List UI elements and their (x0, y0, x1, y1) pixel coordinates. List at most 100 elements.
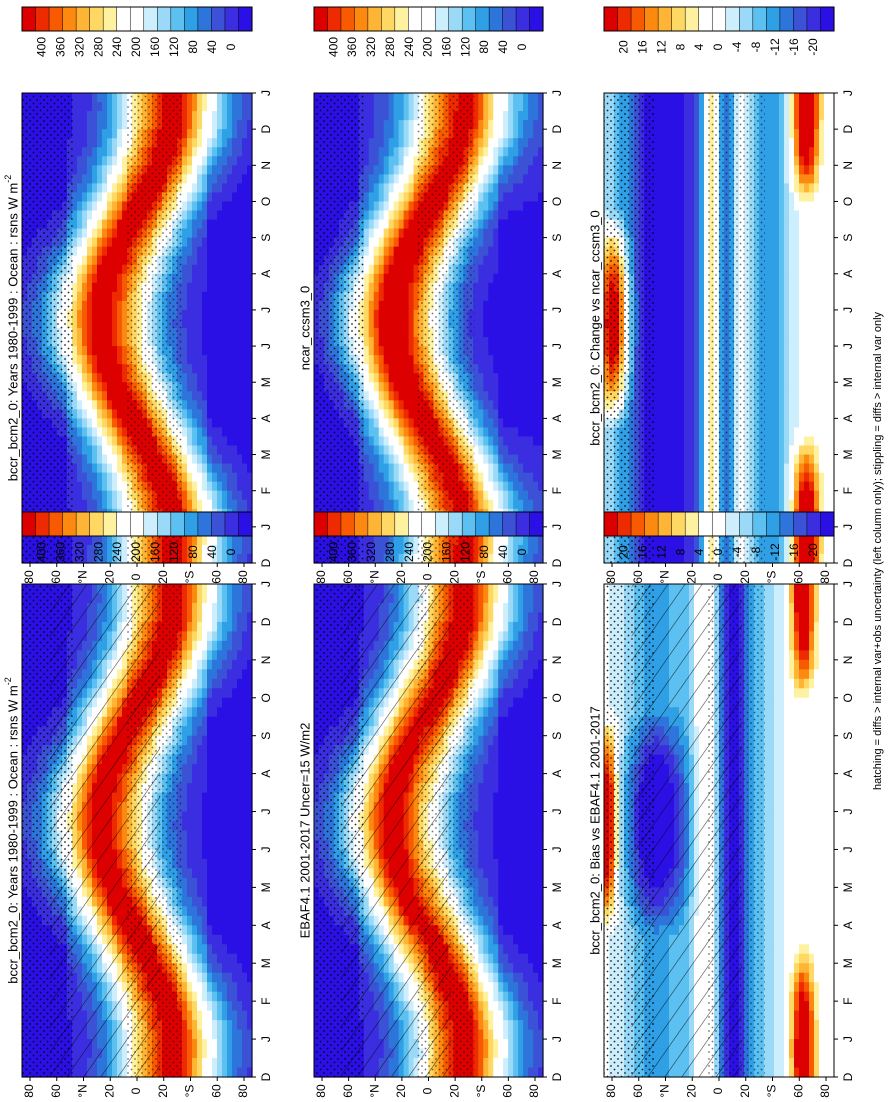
heatmap-cell (232, 1058, 238, 1069)
heatmap-cell (513, 944, 519, 955)
heatmap-cell (513, 584, 519, 595)
heatmap-cell (493, 887, 499, 898)
heatmap-cell (182, 735, 188, 746)
heatmap-cell (232, 697, 238, 708)
heatmap-cell (498, 650, 504, 661)
heatmap-cell (242, 963, 248, 974)
heatmap-cell (518, 669, 524, 680)
heatmap-cell (202, 707, 208, 718)
heatmap-cell (217, 953, 223, 964)
heatmap-cell (182, 963, 188, 974)
heatmap-cell (187, 1039, 193, 1050)
heatmap-cell (503, 688, 509, 699)
heatmap-cell (217, 887, 223, 898)
heatmap-cell (182, 953, 188, 964)
heatmap-cell (533, 1048, 539, 1059)
heatmap-cell (182, 621, 188, 632)
heatmap-cell (473, 792, 479, 803)
heatmap-cell (478, 887, 484, 898)
heatmap-cell (202, 839, 208, 851)
heatmap-cell (212, 584, 218, 595)
heatmap-cell (237, 716, 243, 727)
heatmap-cell (197, 602, 203, 614)
heatmap-cell (503, 735, 509, 746)
heatmap-cell (533, 963, 539, 974)
heatmap-cell (528, 858, 534, 870)
heatmap-cell (538, 953, 544, 964)
heatmap-cell (533, 602, 539, 614)
month-tick-label: J (259, 581, 273, 587)
heatmap-cell (202, 697, 208, 708)
heatmap-cell (518, 887, 524, 898)
heatmap-cell (217, 934, 223, 945)
heatmap-cell (513, 593, 519, 604)
heatmap-cell (212, 868, 218, 879)
heatmap-cell (242, 944, 248, 955)
heatmap-cell (503, 830, 509, 841)
month-tick-label: J (550, 581, 564, 587)
heatmap-cell (247, 773, 253, 784)
month-tick-label: D (259, 1072, 273, 1081)
heatmap-cell (478, 839, 484, 851)
heatmap-cell (237, 982, 243, 993)
heatmap-cell (508, 877, 514, 888)
heatmap-cell (488, 953, 494, 964)
heatmap-cell (523, 839, 529, 851)
latitude-tick-label: 80 (314, 1084, 328, 1098)
heatmap-cell (237, 726, 243, 737)
heatmap-cell (222, 839, 228, 851)
heatmap-cell (207, 688, 213, 699)
heatmap-cell (247, 593, 253, 604)
heatmap-cell (212, 915, 218, 926)
heatmap-cell (187, 1029, 193, 1040)
heatmap-cell (528, 640, 534, 651)
heatmap-cell (518, 858, 524, 870)
heatmap-cell (197, 1001, 203, 1012)
heatmap-cell (528, 868, 534, 879)
heatmap-cell (508, 991, 514, 1002)
heatmap-cell (473, 934, 479, 945)
heatmap-cell (533, 612, 539, 623)
heatmap-cell (493, 1020, 499, 1031)
heatmap-cell (237, 1058, 243, 1069)
heatmap-cell (513, 1010, 519, 1021)
heatmap-cell (503, 612, 509, 623)
heatmap-cell (513, 1029, 519, 1040)
heatmap-cell (187, 811, 193, 822)
heatmap-cell (473, 735, 479, 746)
heatmap-cell (237, 896, 243, 907)
heatmap-cell (182, 659, 188, 670)
heatmap-cell (513, 659, 519, 670)
heatmap-cell (498, 830, 504, 841)
heatmap-cell (192, 621, 198, 632)
heatmap-cell (237, 754, 243, 765)
heatmap-cell (508, 669, 514, 680)
heatmap-cell (247, 839, 253, 851)
heatmap-cell (518, 621, 524, 632)
heatmap-cell (503, 802, 509, 813)
heatmap-cell (242, 830, 248, 841)
heatmap-cell (232, 963, 238, 974)
heatmap-cell (227, 1010, 233, 1021)
heatmap-cell (508, 754, 514, 765)
heatmap-cell (182, 1067, 188, 1078)
heatmap-cell (488, 811, 494, 822)
heatmap-cell (237, 584, 243, 595)
heatmap-cell (222, 802, 228, 813)
heatmap-cell (503, 640, 509, 651)
heatmap-cell (478, 764, 484, 775)
heatmap-cell (488, 915, 494, 926)
heatmap-cell (483, 963, 489, 974)
heatmap-cell (538, 1010, 544, 1021)
heatmap-cell (513, 726, 519, 737)
heatmap-cell (192, 944, 198, 955)
heatmap-cell (187, 839, 193, 851)
heatmap-cell (523, 849, 529, 860)
heatmap-cell (222, 1010, 228, 1021)
heatmap-cell (227, 745, 233, 756)
heatmap-cell (528, 593, 534, 604)
heatmap-cell (493, 735, 499, 746)
heatmap-cell (498, 707, 504, 718)
heatmap-cell (222, 745, 228, 756)
heatmap-cell (508, 697, 514, 708)
